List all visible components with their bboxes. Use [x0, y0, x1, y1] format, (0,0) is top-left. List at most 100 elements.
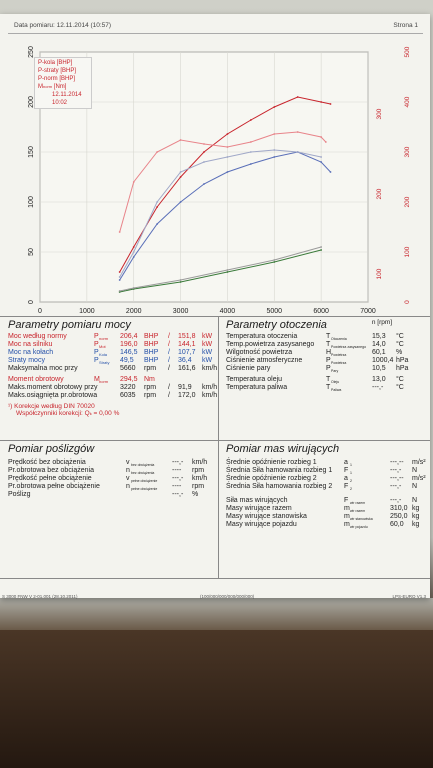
series-point: [226, 271, 229, 273]
y-tick-label: 150: [28, 146, 35, 158]
dyno-chart: 0 1000 2000 3000 4000 5000 6000 7000 0 50 100 150 20…: [8, 44, 423, 326]
env-label: Wilgotność powietrza: [226, 349, 293, 356]
param-label: Moc na kołach: [8, 349, 54, 356]
slip-symbol: n: [126, 467, 130, 474]
y-tick-label: 250: [28, 46, 35, 58]
y-right-inner-tick-label: 200: [376, 188, 383, 199]
series-point: [203, 151, 205, 153]
measurement-date: Data pomiaru: 12.11.2014 (10:57): [14, 22, 112, 29]
param-row: Pr.obrotowa bez obciążenia n bez obciążeni…: [8, 467, 216, 475]
param-row: Prędkość pełne obciążenie v pełne obciążen…: [8, 475, 216, 483]
param-unit-1: BHP: [144, 349, 159, 356]
series-point: [132, 256, 135, 258]
env-symbol-sub: Powietrza: [331, 353, 347, 357]
mass-rows: Średnie opóźnienie rozbieg 1 a 1 ---,-- m/s²…: [226, 459, 426, 491]
slip-unit: km/h: [192, 459, 208, 466]
slip-value: ---,-: [172, 459, 184, 466]
series-point: [324, 141, 327, 143]
param-separator: /: [168, 384, 170, 391]
series-point: [249, 141, 252, 143]
slip-symbol-sub: bez obciążenia: [131, 463, 155, 467]
param-row: Średnia Siła hamowania rozbieg 1 F 1 ---,- N: [226, 467, 426, 475]
series-point: [273, 259, 276, 261]
slip-section: Pomiar poślizgów Prędkość bez obciążenia…: [8, 443, 216, 499]
series-point: [156, 201, 159, 203]
slip-unit: %: [192, 491, 199, 498]
series-point: [226, 156, 229, 158]
param-row: Moc na silniku P Mot 196,0 BHP / 144,1 kW: [8, 341, 216, 349]
param-unit-1: BHP: [144, 333, 159, 340]
slip-value: ---,-: [172, 491, 184, 498]
correction-factor-symbol: Q: [84, 410, 90, 417]
slip-value: ----: [172, 467, 182, 474]
series-point: [320, 246, 323, 248]
mass-section: Pomiar mas wirujących Średnie opóźnienie…: [226, 443, 426, 529]
x-tick-label: 7000: [360, 308, 376, 315]
env-unit: hPa: [396, 365, 409, 372]
series-point: [249, 119, 252, 121]
param-symbol-sub: Koła: [99, 352, 108, 357]
param-row: Poślizg ---,-%: [8, 491, 216, 499]
series-line: [119, 249, 322, 293]
series-point: [203, 143, 205, 145]
param-row: Maks.moment obrotowy przy 3220 rpm / 91,9 km/…: [8, 384, 218, 392]
param-label: Moment obrotowy: [8, 376, 64, 383]
mass-value: 310,0: [390, 505, 408, 512]
series-point: [296, 151, 299, 153]
mass-symbol-sub: 1: [350, 471, 352, 475]
series-point: [118, 271, 121, 273]
mass-label: Średnie opóźnienie rozbieg 2: [226, 475, 317, 482]
mass-title: Pomiar mas wirujących: [226, 443, 340, 455]
mass-unit: kg: [412, 521, 420, 528]
x-tick-label: 0: [38, 308, 42, 315]
param-unit-2: kW: [202, 333, 213, 340]
correction-note: ¹) Korekcje według DIN 70020: [8, 403, 95, 410]
param-row: Ciśnienie atmosferyczne P Powietrza 1000,4 h…: [226, 357, 426, 365]
correction-factor-sub: k: [89, 411, 92, 416]
environment-section: Parametry otoczenia Temperatura otoczeni…: [226, 319, 426, 392]
mass-symbol-sub: 1: [350, 463, 352, 467]
env-label: Temperatura oleju: [226, 376, 283, 383]
param-value-2: 144,1: [178, 341, 196, 348]
param-unit-2: km/h: [202, 392, 218, 399]
mass-unit: N: [412, 497, 418, 504]
env-unit: °C: [396, 333, 404, 340]
slip-symbol-sub: pełne obciążenie: [131, 479, 158, 483]
param-value-1: 5660: [120, 365, 136, 372]
mass-label: Siła mas wirujących: [226, 497, 288, 504]
env-value: ---,-: [372, 384, 384, 391]
slip-symbol-sub: pełne obciążenie: [131, 487, 158, 491]
param-unit-2: km/h: [202, 384, 218, 391]
env-value: 60,1: [372, 349, 386, 356]
env-symbol: T: [326, 333, 331, 340]
env-label: Ciśnienie atmosferyczne: [226, 357, 303, 364]
slip-label: Poślizg: [8, 491, 31, 498]
param-value-1: 294,5: [120, 376, 138, 383]
mass-symbol: m: [344, 521, 350, 528]
env-symbol-sub: Pary: [331, 369, 339, 373]
series-point: [273, 149, 276, 151]
series-point: [179, 176, 182, 178]
footer-left: S 3000 FNW V 2-01.001 (28.10.2011): [2, 594, 78, 599]
legend-torque-unit: [Nm]: [53, 84, 67, 90]
env-label: Temperatura paliwa: [226, 384, 288, 391]
mass-value: ---,--: [390, 459, 404, 466]
chart-legend: P-kola [BHP] P-straty [BHP] P-norm [BHP]…: [34, 57, 92, 109]
series-point: [320, 101, 323, 103]
param-value-2: 161,6: [178, 365, 196, 372]
series-point: [273, 156, 276, 158]
param-separator: /: [168, 333, 170, 340]
slip-value: ----: [172, 483, 182, 490]
series-point: [156, 223, 159, 225]
env-symbol-sub: Otoczenia: [331, 337, 347, 341]
slip-symbol: n: [126, 483, 130, 490]
series-line: [119, 246, 322, 292]
param-row: Pr.obrotowa pełne obciążenie n pełne obcią…: [8, 483, 216, 491]
mass-value: ---,-: [390, 467, 402, 474]
param-separator: /: [168, 357, 170, 364]
y-right-tick-label: 400: [404, 96, 411, 107]
mass-symbol-sub: wir pojazdu: [350, 525, 368, 529]
series-point: [329, 171, 332, 173]
param-unit-2: kW: [202, 357, 213, 364]
mass-symbol-sub: wir stanowiska: [350, 517, 373, 521]
